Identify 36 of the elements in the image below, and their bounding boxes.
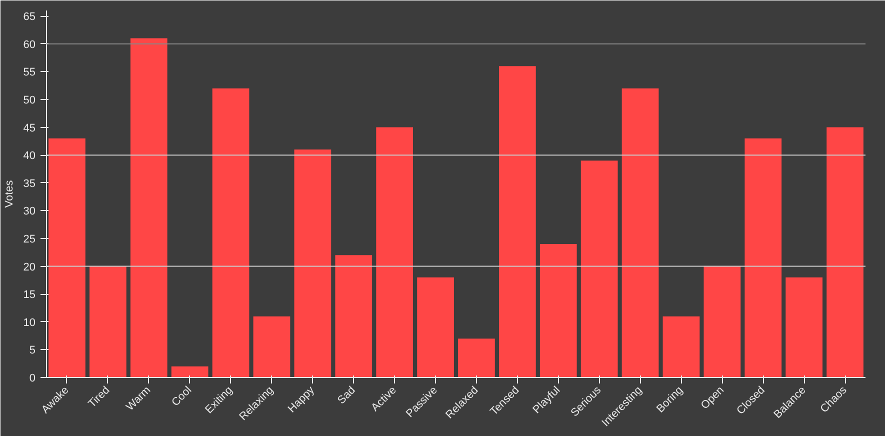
y-tick-label: 65 xyxy=(23,11,36,24)
y-tick-label: 35 xyxy=(23,178,36,190)
bar xyxy=(130,38,168,378)
bar xyxy=(376,127,414,378)
y-axis-title: Votes xyxy=(3,180,16,208)
y-tick-label: 5 xyxy=(29,344,36,357)
bar xyxy=(580,160,618,378)
bar xyxy=(212,88,250,378)
y-tick-label: 15 xyxy=(23,289,36,302)
y-tick-label: 60 xyxy=(23,38,36,51)
bar xyxy=(786,277,823,378)
bar xyxy=(744,138,782,378)
y-tick-label: 40 xyxy=(23,150,36,162)
bar xyxy=(335,255,372,378)
y-tick-label: 10 xyxy=(23,316,36,329)
bar xyxy=(458,338,495,378)
bar xyxy=(662,316,700,378)
bar xyxy=(253,316,290,378)
bar xyxy=(171,366,208,378)
x-tick-label: Sad xyxy=(336,384,358,407)
y-tick-label: 20 xyxy=(23,261,36,274)
bar xyxy=(826,127,864,378)
y-tick-label: 25 xyxy=(23,233,36,246)
y-tick-label: 45 xyxy=(23,122,36,134)
y-tick-label: 0 xyxy=(29,372,36,384)
bar xyxy=(540,244,577,378)
y-tick-label: 50 xyxy=(23,94,36,106)
bar xyxy=(90,266,126,378)
bar xyxy=(294,150,332,378)
bar xyxy=(498,66,536,378)
y-tick-label: 55 xyxy=(23,66,36,79)
bar xyxy=(622,88,659,378)
bar xyxy=(704,266,741,378)
bar xyxy=(417,277,454,378)
bar xyxy=(48,138,86,378)
y-tick-label: 30 xyxy=(23,206,36,218)
